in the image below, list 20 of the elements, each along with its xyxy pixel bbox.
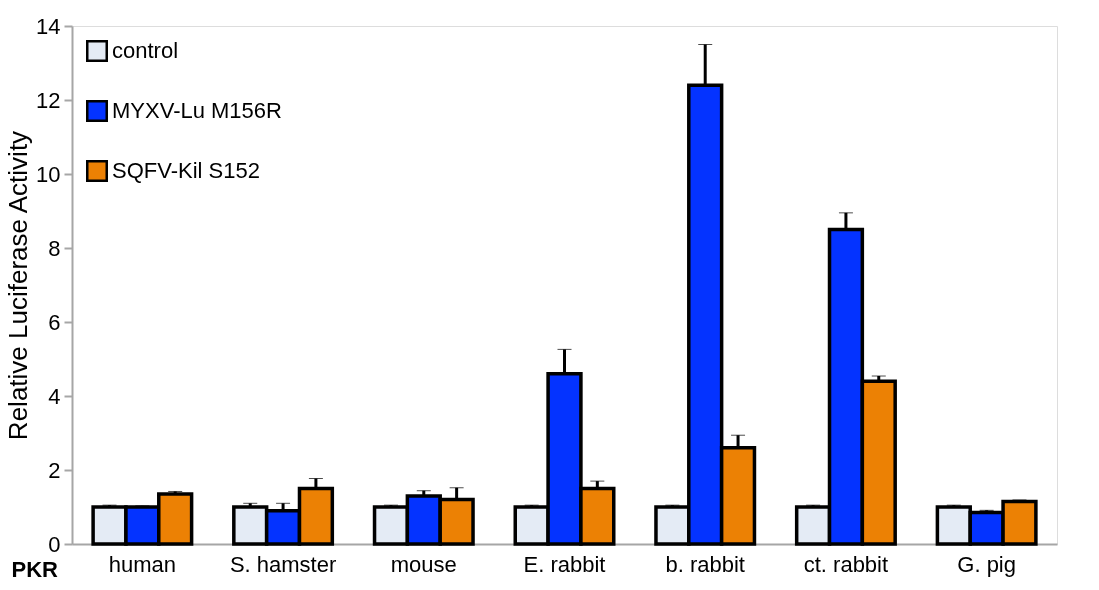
x-tick-label: b. rabbit (665, 551, 745, 577)
y-tick-label: 10 (36, 161, 61, 187)
legend-label: SQFV-Kil S152 (112, 158, 260, 183)
x-tick-label: human (108, 551, 176, 577)
y-tick-label: 12 (36, 87, 61, 113)
legend-label: MYXV-Lu M156R (112, 98, 282, 123)
y-axis-title: Relative Luciferase Activity (3, 130, 34, 441)
x-axis-title: PKR (11, 557, 59, 582)
legend-label: control (112, 38, 179, 63)
x-tick-label: E. rabbit (523, 551, 606, 577)
y-tick-label: 8 (48, 235, 61, 261)
y-tick-label: 6 (48, 309, 61, 335)
x-tick-label: S. hamster (229, 551, 337, 577)
x-tick-label: mouse (390, 551, 457, 577)
x-tick-label: ct. rabbit (803, 551, 889, 577)
x-tick-label: G. pig (957, 551, 1016, 577)
y-tick-label: 14 (36, 13, 61, 39)
y-tick-label: 2 (48, 457, 61, 483)
y-tick-label: 0 (48, 531, 61, 557)
y-tick-label: 4 (48, 383, 61, 409)
